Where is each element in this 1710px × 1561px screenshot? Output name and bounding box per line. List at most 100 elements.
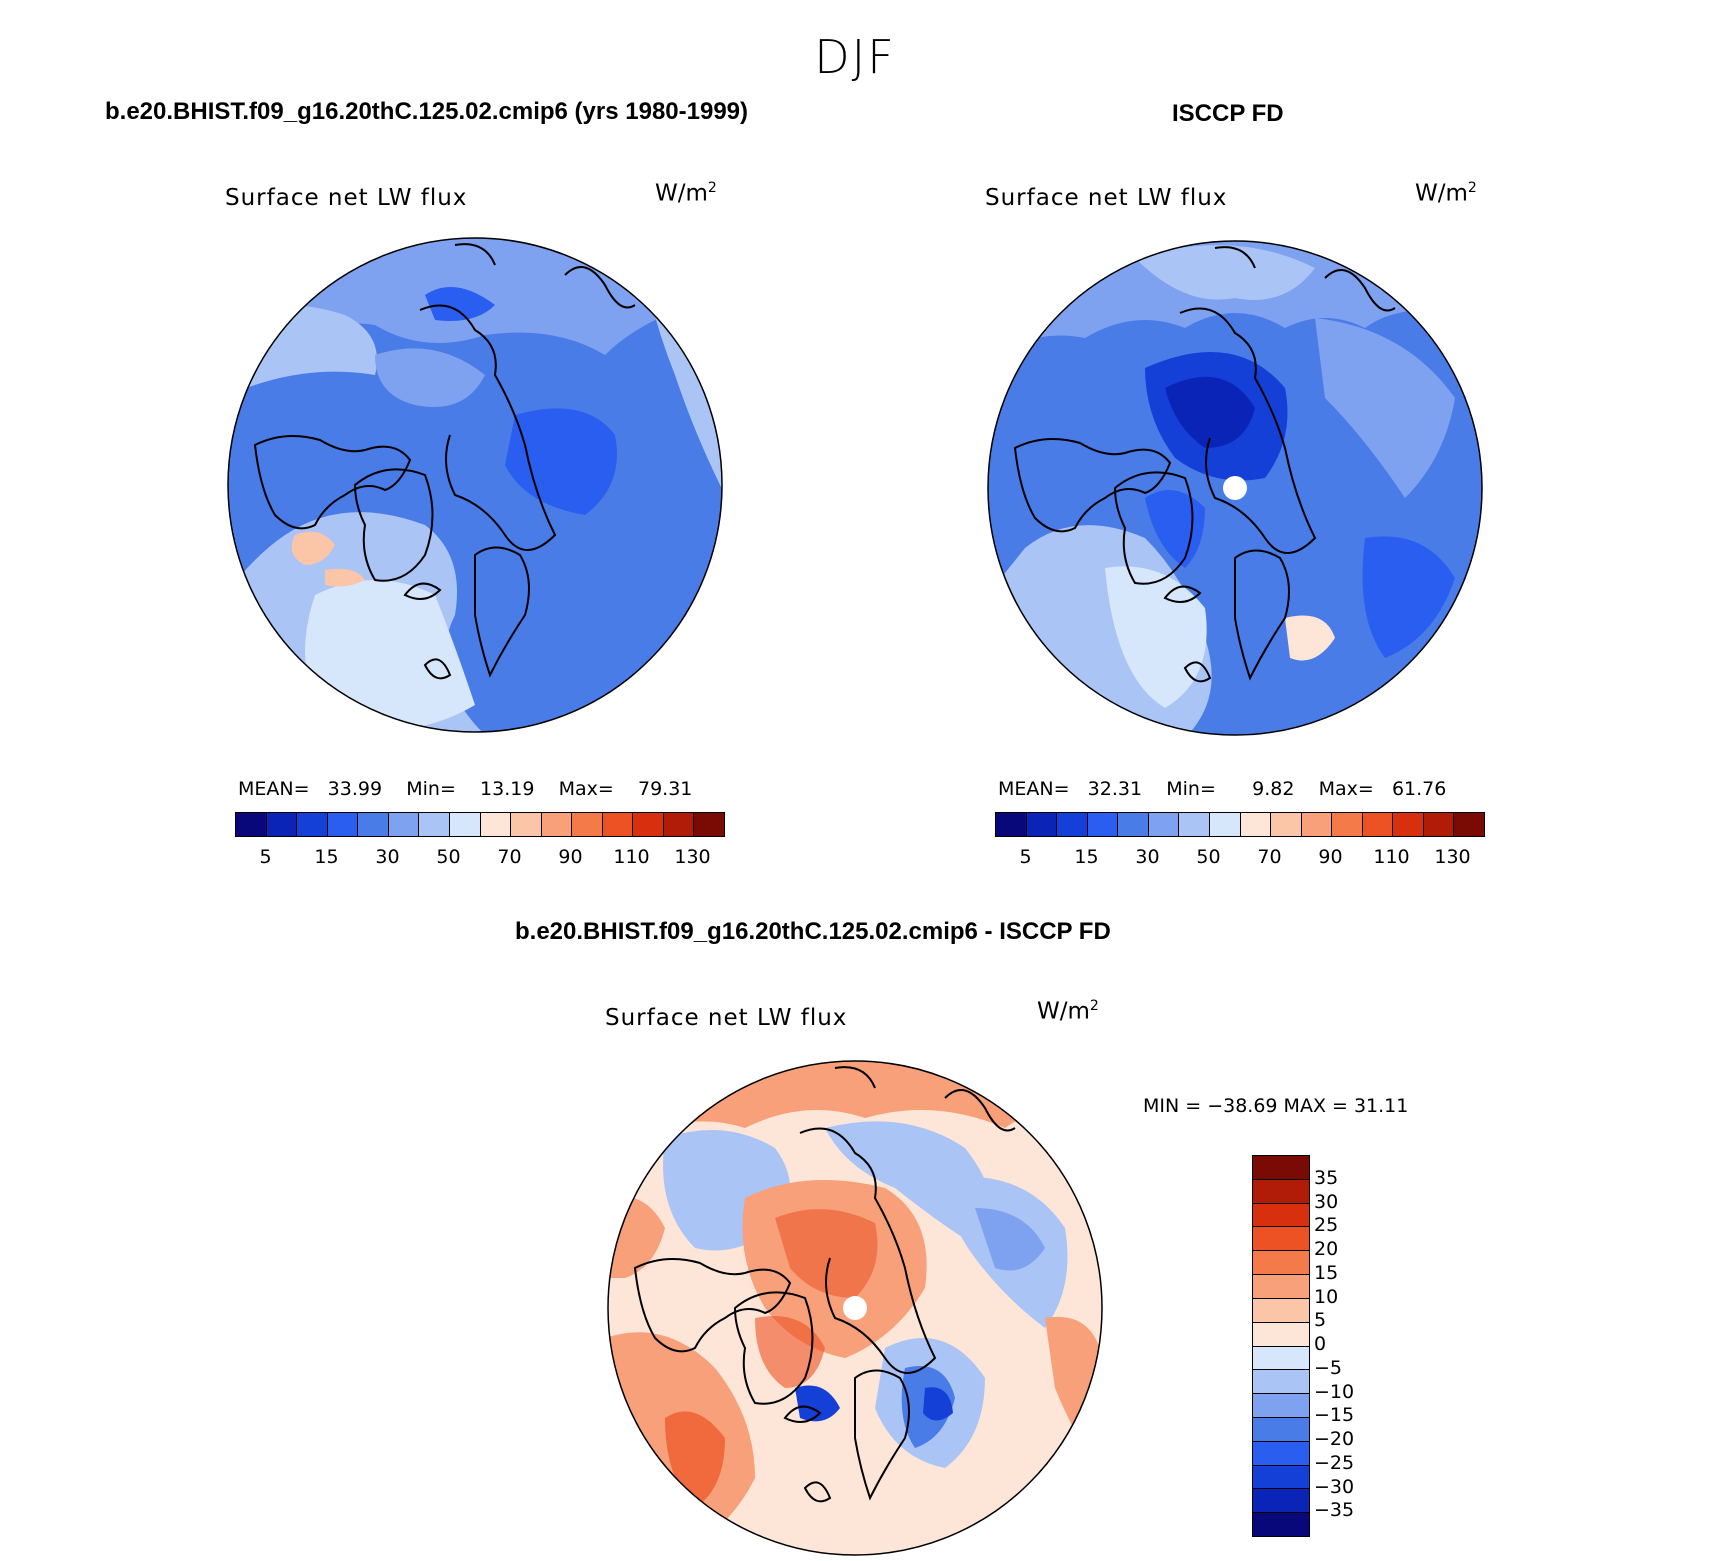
obs-colorbar-tick: 30 bbox=[1135, 846, 1160, 868]
model-colorbar-tick: 90 bbox=[558, 846, 583, 868]
diff-colorbar-swatch bbox=[1253, 1156, 1309, 1180]
diff-colorbar-swatch bbox=[1253, 1513, 1309, 1536]
diff-colorbar-tick: −5 bbox=[1314, 1356, 1343, 1379]
diff-colorbar-tick: −20 bbox=[1314, 1428, 1355, 1450]
obs-colorbar-swatch bbox=[1423, 813, 1455, 836]
obs-colorbar-swatch bbox=[1454, 813, 1484, 836]
diff-colorbar-swatch bbox=[1253, 1394, 1309, 1418]
obs-colorbar-swatch bbox=[1148, 813, 1180, 836]
diff-colorbar-swatch bbox=[1253, 1203, 1309, 1228]
obs-colorbar-tick: 110 bbox=[1373, 846, 1410, 868]
obs-colorbar-tick: 90 bbox=[1318, 846, 1343, 868]
diff-colorbar-tick: 30 bbox=[1314, 1190, 1339, 1213]
model-colorbar-tick: 130 bbox=[674, 846, 711, 868]
model-colorbar-swatch bbox=[511, 813, 542, 836]
diff-colorbar-tick: −30 bbox=[1314, 1475, 1355, 1498]
obs-map-border bbox=[987, 240, 1483, 736]
obs-colorbar-tick: 5 bbox=[1019, 846, 1032, 868]
diff-panel-title: Surface net LW flux bbox=[605, 1005, 848, 1031]
diff-minmax: MIN = −38.69 MAX = 31.11 bbox=[1143, 1095, 1409, 1117]
model-colorbar-tick: 15 bbox=[314, 846, 339, 868]
diff-colorbar-swatch bbox=[1253, 1346, 1309, 1371]
obs-colorbar-swatch bbox=[1393, 813, 1424, 836]
diff-pole-hole bbox=[843, 1296, 867, 1320]
model-panel-units: W/m2 bbox=[655, 180, 717, 207]
obs-colorbar-swatch bbox=[1240, 813, 1272, 836]
diff-colorbar-tick: 25 bbox=[1314, 1214, 1339, 1237]
diff-colorbar-swatch bbox=[1253, 1227, 1309, 1252]
diff-map-border bbox=[607, 1060, 1103, 1556]
model-colorbar-tick: 50 bbox=[436, 846, 461, 868]
diff-colorbar-tick: 20 bbox=[1314, 1238, 1339, 1260]
diff-colorbar-tick: 10 bbox=[1314, 1285, 1339, 1308]
model-polar-map bbox=[227, 237, 723, 733]
model-colorbar-tick: 110 bbox=[613, 846, 650, 868]
diff-colorbar-tick: −35 bbox=[1314, 1499, 1355, 1522]
diff-colorbar-swatch bbox=[1253, 1441, 1309, 1466]
obs-colorbar-tick: 130 bbox=[1434, 846, 1471, 868]
obs-coastlines bbox=[1013, 246, 1396, 683]
diff-colorbar-swatch bbox=[1253, 1465, 1309, 1490]
diff-colorbar-ticks: 35 30 25 20 15 10 5 0 −5 −10 −15 −20 −25 −30 −35 bbox=[1314, 1155, 1394, 1535]
model-panel-header: b.e20.BHIST.f09_g16.20thC.125.02.cmip6 (… bbox=[105, 98, 749, 125]
obs-panel-title: Surface net LW flux bbox=[985, 185, 1228, 211]
diff-colorbar-swatch bbox=[1253, 1489, 1309, 1514]
obs-colorbar-swatch bbox=[1362, 813, 1394, 836]
model-colorbar-ticks: 5 15 30 50 70 90 110 130 bbox=[235, 846, 723, 870]
model-colorbar-swatch bbox=[236, 813, 267, 836]
obs-colorbar-swatch bbox=[1087, 813, 1119, 836]
diff-colorbar-swatch bbox=[1253, 1370, 1309, 1395]
model-panel-title: Surface net LW flux bbox=[225, 185, 468, 211]
model-colorbar bbox=[235, 812, 725, 837]
obs-colorbar-swatch bbox=[996, 813, 1027, 836]
model-colorbar-swatch bbox=[694, 813, 724, 836]
obs-colorbar-swatch bbox=[1118, 813, 1149, 836]
obs-colorbar-swatch bbox=[1026, 813, 1058, 836]
diff-colorbar-swatch bbox=[1253, 1275, 1309, 1299]
obs-colorbar-swatch bbox=[1271, 813, 1302, 836]
model-colorbar-swatch bbox=[266, 813, 298, 836]
obs-colorbar-swatch bbox=[1209, 813, 1241, 836]
season-title: DJF bbox=[814, 30, 896, 84]
obs-colorbar-tick: 15 bbox=[1074, 846, 1099, 868]
model-colorbar-swatch bbox=[358, 813, 389, 836]
model-colorbar-swatch bbox=[602, 813, 634, 836]
diff-colorbar bbox=[1252, 1155, 1310, 1537]
model-coastlines bbox=[253, 243, 636, 680]
diff-colorbar-swatch bbox=[1253, 1179, 1309, 1204]
diff-colorbar-swatch bbox=[1253, 1417, 1309, 1442]
diff-colorbar-tick: 15 bbox=[1314, 1261, 1339, 1284]
model-colorbar-tick: 30 bbox=[375, 846, 400, 868]
model-colorbar-swatch bbox=[297, 813, 328, 836]
model-colorbar-swatch bbox=[419, 813, 450, 836]
diff-colorbar-tick: −10 bbox=[1314, 1380, 1355, 1403]
obs-colorbar-swatch bbox=[1179, 813, 1210, 836]
model-colorbar-swatch bbox=[449, 813, 481, 836]
model-colorbar-swatch bbox=[388, 813, 420, 836]
diff-colorbar-tick: 5 bbox=[1314, 1309, 1327, 1332]
diff-colorbar-tick: 0 bbox=[1314, 1333, 1327, 1355]
obs-colorbar-ticks: 5 15 30 50 70 90 110 130 bbox=[995, 846, 1483, 870]
obs-polar-map bbox=[987, 240, 1483, 736]
diff-panel-header: b.e20.BHIST.f09_g16.20thC.125.02.cmip6 -… bbox=[515, 918, 1111, 945]
diff-panel-units: W/m2 bbox=[1037, 998, 1099, 1025]
diff-colorbar-tick: 35 bbox=[1314, 1166, 1339, 1189]
diff-colorbar-tick: −15 bbox=[1314, 1404, 1355, 1427]
obs-stats: MEAN= 32.31 Min= 9.82 Max= 61.76 bbox=[998, 778, 1447, 800]
diff-colorbar-swatch bbox=[1253, 1251, 1309, 1276]
diff-colorbar-swatch bbox=[1253, 1322, 1309, 1347]
model-colorbar-swatch bbox=[541, 813, 573, 836]
obs-pole-hole bbox=[1223, 476, 1247, 500]
diff-colorbar-swatch bbox=[1253, 1298, 1309, 1323]
model-stats: MEAN= 33.99 Min= 13.19 Max= 79.31 bbox=[238, 778, 693, 800]
model-dark-patch bbox=[505, 408, 617, 515]
model-colorbar-swatch bbox=[480, 813, 512, 836]
obs-panel-header: ISCCP FD bbox=[1172, 100, 1284, 127]
model-colorbar-swatch bbox=[327, 813, 359, 836]
obs-panel-units: W/m2 bbox=[1415, 180, 1477, 207]
model-colorbar-tick: 70 bbox=[497, 846, 522, 868]
model-colorbar-swatch bbox=[572, 813, 603, 836]
model-map-border bbox=[227, 237, 723, 733]
model-colorbar-tick: 5 bbox=[259, 846, 272, 868]
diff-coastlines bbox=[633, 1066, 1016, 1503]
